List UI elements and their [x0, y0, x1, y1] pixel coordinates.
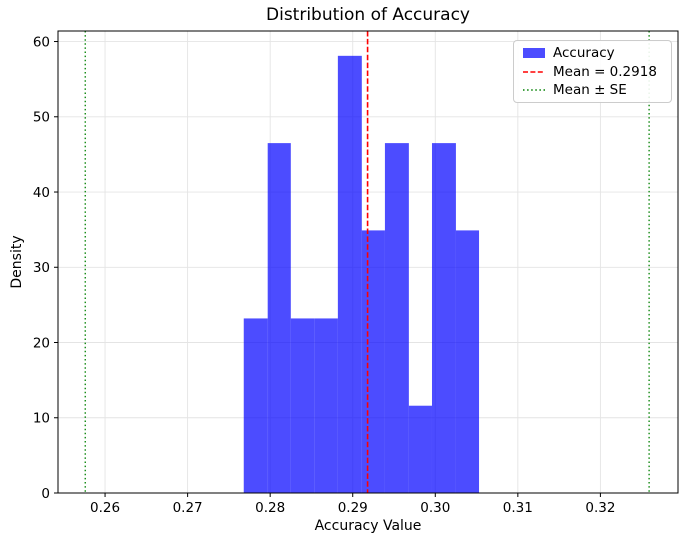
x-tick-label: 0.28	[255, 500, 285, 516]
histogram-bar	[314, 318, 338, 493]
y-tick-label: 60	[33, 34, 50, 50]
histogram-bar	[267, 143, 291, 493]
histogram-bar	[408, 405, 432, 493]
histogram-bar	[361, 230, 385, 493]
legend: Accuracy Mean = 0.2918 Mean ± SE	[513, 40, 672, 103]
legend-dashed-line-icon	[523, 70, 545, 73]
x-tick-label: 0.30	[420, 500, 450, 516]
histogram-bar	[290, 318, 315, 493]
x-tick-label: 0.26	[90, 500, 120, 516]
x-axis-label: Accuracy Value	[314, 518, 422, 534]
legend-item-mean-se: Mean ± SE	[523, 81, 662, 99]
y-axis-label: Density	[9, 235, 25, 289]
y-tick-label: 10	[33, 411, 50, 427]
y-tick-label: 50	[33, 110, 50, 126]
legend-label-mean: Mean = 0.2918	[553, 63, 657, 80]
x-tick-label: 0.31	[503, 500, 533, 516]
x-tick-label: 0.29	[338, 500, 368, 516]
x-tick-label: 0.32	[585, 500, 615, 516]
y-tick-label: 20	[33, 335, 50, 351]
legend-item-accuracy: Accuracy	[523, 44, 662, 62]
histogram-bar	[243, 318, 268, 493]
legend-item-mean: Mean = 0.2918	[523, 63, 662, 81]
legend-patch-icon	[523, 48, 545, 59]
histogram-bar	[384, 143, 409, 493]
x-tick-label: 0.27	[173, 500, 203, 516]
legend-label-mean-se: Mean ± SE	[553, 81, 627, 98]
y-tick-label: 40	[33, 185, 50, 201]
y-tick-label: 30	[33, 260, 50, 276]
chart-title: Distribution of Accuracy	[266, 5, 470, 25]
plot-border	[57, 30, 679, 494]
histogram-bar	[431, 143, 456, 493]
histogram-bar	[455, 230, 480, 493]
legend-dotted-line-icon	[523, 88, 545, 91]
legend-label-accuracy: Accuracy	[553, 45, 615, 62]
histogram-bar	[337, 55, 362, 493]
y-tick-label: 0	[41, 486, 50, 502]
